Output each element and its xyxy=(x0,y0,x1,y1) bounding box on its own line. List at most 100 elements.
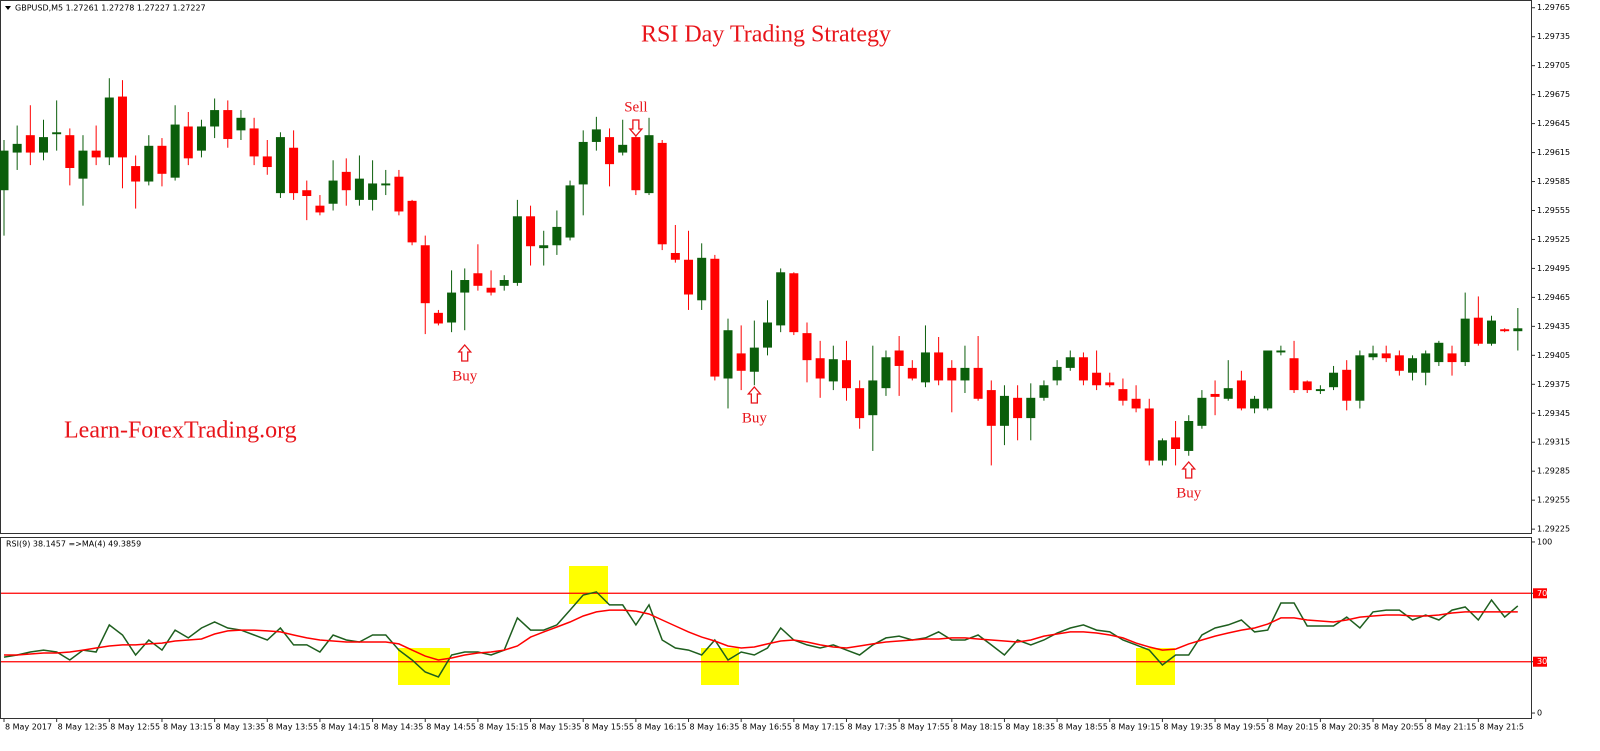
candle-body xyxy=(789,273,799,333)
candle-body xyxy=(1157,440,1167,461)
candle-body xyxy=(710,258,720,377)
candle-body xyxy=(578,141,588,185)
signal-label: Sell xyxy=(624,99,647,115)
candle-body xyxy=(776,272,786,326)
candle-body xyxy=(1513,328,1523,332)
candle-body xyxy=(591,129,601,142)
candle-body xyxy=(1250,398,1260,409)
candle-body xyxy=(275,137,285,194)
rsi-panel xyxy=(0,537,1532,719)
candle-body xyxy=(1223,388,1233,399)
candle-body xyxy=(315,205,325,213)
candle-body xyxy=(249,128,259,157)
x-tick-label: 8 May 12:35 xyxy=(58,723,108,732)
y-tick-label: 1.29645 xyxy=(1537,119,1570,128)
candle-body xyxy=(947,367,957,381)
candle-body xyxy=(1447,353,1457,363)
candle-body xyxy=(368,183,378,200)
menu-icon xyxy=(5,6,11,10)
candle-body xyxy=(841,360,851,389)
candle-body xyxy=(394,176,404,212)
symbol-info: GBPUSD,M5 1.27261 1.27278 1.27227 1.2722… xyxy=(15,4,206,13)
candle-body xyxy=(828,359,838,382)
candle-body xyxy=(1184,420,1194,451)
x-tick-label: 8 May 17:15 xyxy=(795,723,845,732)
candle-body xyxy=(539,245,549,249)
candle-body xyxy=(25,135,35,153)
level-tag xyxy=(1533,588,1547,599)
candle-body xyxy=(196,126,206,151)
x-tick-label: 8 May 19:55 xyxy=(1216,723,1266,732)
highlight-box xyxy=(398,648,450,685)
candle-body xyxy=(1394,355,1404,371)
x-tick-label: 8 May 13:15 xyxy=(163,723,213,732)
signal-arrow xyxy=(457,344,473,362)
x-tick-label: 8 May 18:15 xyxy=(953,723,1003,732)
candle-body xyxy=(473,273,483,286)
candle-body xyxy=(657,142,667,245)
x-tick-label: 8 May 17:35 xyxy=(847,723,897,732)
candle-body xyxy=(1289,358,1299,391)
x-tick-label: 8 May 17:55 xyxy=(900,723,950,732)
signal-label: Buy xyxy=(742,410,768,426)
candle-body xyxy=(1263,350,1273,409)
x-tick-label: 8 May 15:55 xyxy=(584,723,634,732)
candle-body xyxy=(1342,369,1352,401)
candle-body xyxy=(1421,353,1431,373)
x-tick-label: 8 May 13:35 xyxy=(216,723,266,732)
y-tick-label: 1.29315 xyxy=(1537,438,1570,447)
candle-body xyxy=(1408,358,1418,373)
x-tick-label: 8 May 13:55 xyxy=(268,723,318,732)
x-tick-label: 8 May 21:15 xyxy=(1427,723,1477,732)
price-panel xyxy=(0,0,1532,534)
x-tick-label: 8 May 19:35 xyxy=(1163,723,1213,732)
candle-body xyxy=(341,171,351,191)
series-line xyxy=(4,609,1518,661)
candle-body xyxy=(802,333,812,361)
candle-body xyxy=(1315,389,1325,392)
candle-body xyxy=(420,245,430,304)
candle-body xyxy=(78,150,88,179)
candle-body xyxy=(117,96,127,158)
y-tick-label: 1.29495 xyxy=(1537,264,1570,273)
candle-body xyxy=(1500,329,1510,332)
candle-body xyxy=(920,352,930,383)
candle-body xyxy=(157,145,167,174)
candle-body xyxy=(1434,342,1444,363)
candle-body xyxy=(605,137,615,165)
candle-body xyxy=(289,147,299,194)
candle-body xyxy=(328,180,338,204)
x-tick-label: 8 May 14:15 xyxy=(321,723,371,732)
candle-body xyxy=(1355,355,1365,401)
candle-body xyxy=(183,126,193,159)
candle-body xyxy=(512,216,522,283)
candle-body xyxy=(1171,437,1181,449)
candle-body xyxy=(381,183,391,186)
candle-body xyxy=(618,144,628,153)
candle-body xyxy=(1329,372,1339,388)
y-tick-label: 1.29675 xyxy=(1537,90,1570,99)
candle-body xyxy=(763,322,772,348)
x-tick-label: 8 May 14:35 xyxy=(374,723,424,732)
candle-body xyxy=(1052,366,1062,381)
candle-body xyxy=(262,156,272,168)
candle-body xyxy=(934,352,944,381)
candle-body xyxy=(907,367,917,379)
rsi-title: RSI(9) 38.1457 =>MA(4) 49.3859 xyxy=(6,540,141,549)
candle-body xyxy=(1460,318,1470,363)
candle-body xyxy=(670,252,680,260)
candle-body xyxy=(1105,382,1115,386)
y-tick-label: 1.29735 xyxy=(1537,32,1570,41)
candle-body xyxy=(1276,350,1286,353)
y-tick-label: 1.29285 xyxy=(1537,467,1570,476)
candle-body xyxy=(210,110,220,127)
y-tick-label: 1.29585 xyxy=(1537,177,1570,186)
signal-label: Buy xyxy=(452,368,478,384)
candle-body xyxy=(1039,385,1049,398)
candle-body xyxy=(38,137,48,153)
level-tag xyxy=(1533,656,1547,667)
candle-body xyxy=(65,135,75,169)
candle-body xyxy=(170,124,180,178)
